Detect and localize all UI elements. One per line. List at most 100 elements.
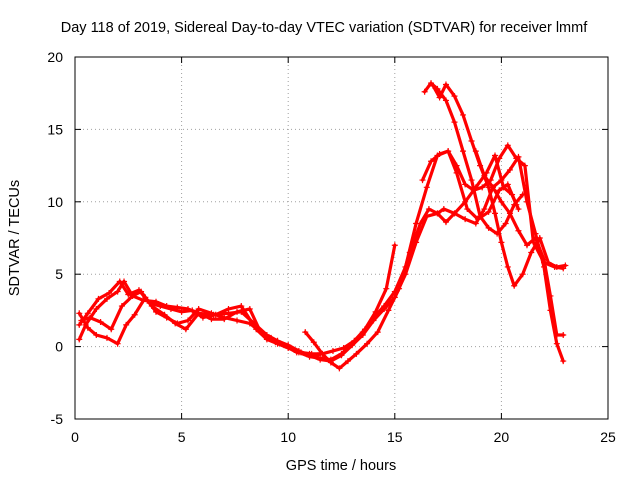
data-point [451,119,458,126]
y-tick-label: 15 [47,121,63,137]
data-point [93,332,100,339]
data-point [234,317,241,324]
data-point [451,93,458,100]
data-point [523,242,530,249]
data-point [225,305,232,312]
data-point [208,310,215,317]
data-point [472,220,479,227]
data-point [182,326,189,333]
data-point [560,332,567,339]
data-point [372,308,379,315]
data-point [76,310,83,317]
data-point [442,97,449,104]
data-point [103,334,110,341]
data-point [246,305,253,312]
data-point [381,303,388,310]
data-point [462,216,469,223]
data-point [440,206,447,213]
data-point [485,224,492,231]
data-point [374,329,381,336]
data-point [178,308,185,315]
data-point [468,137,475,144]
data-point [442,219,449,226]
data-point [479,184,486,191]
data-point [504,263,511,270]
data-point [460,111,467,118]
data-point [474,216,481,223]
data-point [280,342,287,349]
data-point [84,324,91,331]
data-point [504,142,511,149]
data-point [468,177,475,184]
series-line [474,149,565,337]
data-point [336,365,343,372]
data-point [560,358,567,365]
data-point [327,359,334,366]
data-point [172,320,179,327]
series-track-8 [419,148,520,223]
data-point [496,187,503,194]
data-point [481,206,488,213]
data-point [76,321,83,328]
data-point [485,208,492,215]
data-point [97,318,104,325]
data-point [492,210,499,217]
data-point [528,249,535,256]
data-point [184,317,191,324]
data-point [338,350,345,357]
data-point [472,148,479,155]
data-point [116,278,123,285]
x-tick-label: 10 [280,429,296,445]
data-point [93,305,100,312]
x-axis-label: GPS time / hours [286,458,396,474]
data-point [445,148,452,155]
data-point [129,292,136,299]
data-point [462,181,469,188]
y-tick-label: 0 [55,339,63,355]
data-point [421,88,428,95]
data-point [515,227,522,234]
data-point [428,158,435,165]
data-point [513,155,520,162]
data-point [195,310,202,317]
data-point [114,340,121,347]
series-track-4 [78,288,322,359]
x-tick-label: 25 [600,429,616,445]
data-point [481,172,488,179]
data-point [114,288,121,295]
data-point [436,94,443,101]
data-point [453,169,460,176]
data-point [425,206,432,213]
x-tick-label: 0 [71,429,79,445]
data-point [406,249,413,256]
y-tick-label: 5 [55,266,63,282]
y-axis-label: SDTVAR / TECUs [7,180,23,296]
data-point [123,321,130,328]
data-point [391,242,398,249]
data-point [515,206,522,213]
data-point [442,81,449,88]
data-point [161,311,168,318]
data-point [545,259,552,266]
data-point [306,350,313,357]
data-point [340,345,347,352]
data-point [319,350,326,357]
plot-frame [74,56,609,420]
data-point [78,317,85,324]
data-point [541,256,548,263]
data-point [385,307,392,314]
data-point [562,262,569,269]
data-point [532,235,539,241]
series-track-6 [421,80,526,237]
data-point [513,201,520,208]
series-line [77,243,397,356]
data-point [502,220,509,227]
data-point [361,326,368,333]
data-point [118,303,125,310]
data-point [125,291,132,298]
series-track-9 [472,148,567,339]
data-point [293,349,300,356]
data-point [419,177,426,184]
data-point [451,210,458,217]
